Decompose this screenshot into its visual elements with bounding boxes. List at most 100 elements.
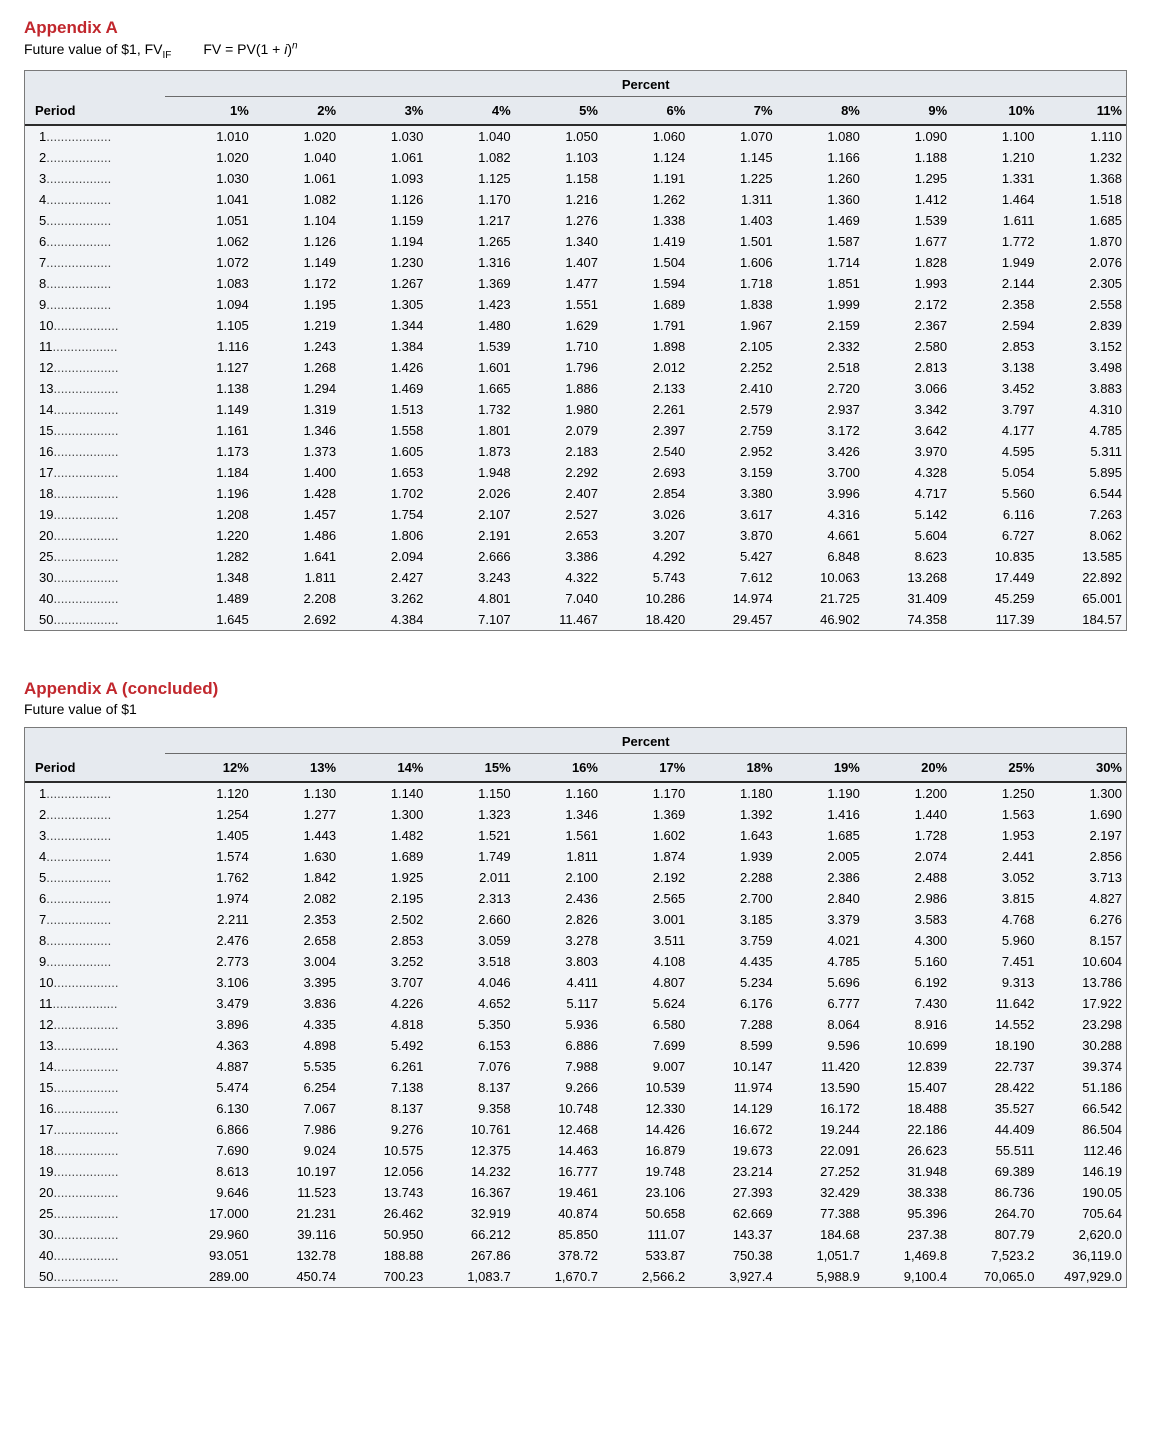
value-cell: 1.412: [864, 189, 951, 210]
value-cell: 3.066: [864, 378, 951, 399]
value-cell: 1.630: [253, 846, 340, 867]
value-cell: 1.469: [777, 210, 864, 231]
leader-dots: ..................: [53, 1143, 143, 1158]
table-row: 9 ..................2.7733.0043.2523.518…: [25, 951, 1126, 972]
table-row: 6 ..................1.9742.0822.1952.313…: [25, 888, 1126, 909]
value-cell: 2.094: [340, 546, 427, 567]
leader-dots: ..................: [53, 360, 143, 375]
value-cell: 2.074: [864, 846, 951, 867]
page-container: Appendix A Future value of $1, FVIF FV =…: [0, 0, 1151, 1328]
value-cell: 1.486: [253, 525, 340, 546]
value-cell: 1.368: [1038, 168, 1126, 189]
value-cell: 1.041: [165, 189, 252, 210]
pct-header-5: 5%: [515, 97, 602, 126]
period-cell: 25 ..................: [25, 1203, 165, 1224]
value-cell: 12.056: [340, 1161, 427, 1182]
value-cell: 1.050: [515, 125, 602, 147]
value-cell: 74.358: [864, 609, 951, 630]
value-cell: 5.604: [864, 525, 951, 546]
value-cell: 1.120: [165, 782, 252, 804]
period-number: 12: [39, 1017, 53, 1032]
value-cell: 2.386: [777, 867, 864, 888]
value-cell: 2.427: [340, 567, 427, 588]
value-cell: 3.452: [951, 378, 1038, 399]
value-cell: 1.250: [951, 782, 1038, 804]
value-cell: 1.150: [427, 782, 514, 804]
value-cell: 1.689: [602, 294, 689, 315]
value-cell: 3.583: [864, 909, 951, 930]
value-cell: 3.759: [689, 930, 776, 951]
value-cell: 7.612: [689, 567, 776, 588]
value-cell: 3.252: [340, 951, 427, 972]
value-cell: 4.108: [602, 951, 689, 972]
table-row: 10 ..................3.1063.3953.7074.04…: [25, 972, 1126, 993]
value-cell: 1.714: [777, 252, 864, 273]
period-number: 19: [39, 507, 53, 522]
value-cell: 2.856: [1038, 846, 1126, 867]
value-cell: 9.358: [427, 1098, 514, 1119]
value-cell: 2.397: [602, 420, 689, 441]
period-cell: 14 ..................: [25, 399, 165, 420]
value-cell: 19.244: [777, 1119, 864, 1140]
period-number: 7: [39, 912, 46, 927]
value-cell: 143.37: [689, 1224, 776, 1245]
value-cell: 4.435: [689, 951, 776, 972]
value-cell: 2.005: [777, 846, 864, 867]
value-cell: 4.046: [427, 972, 514, 993]
value-cell: 4.768: [951, 909, 1038, 930]
leader-dots: ..................: [53, 1164, 143, 1179]
value-cell: 13.743: [340, 1182, 427, 1203]
value-cell: 23.106: [602, 1182, 689, 1203]
value-cell: 6.254: [253, 1077, 340, 1098]
value-cell: 4.887: [165, 1056, 252, 1077]
leader-dots: ..................: [53, 1059, 143, 1074]
value-cell: 3.001: [602, 909, 689, 930]
value-cell: 3.395: [253, 972, 340, 993]
value-cell: 1.551: [515, 294, 602, 315]
value-cell: 2.100: [515, 867, 602, 888]
value-cell: 2.759: [689, 420, 776, 441]
value-cell: 12.375: [427, 1140, 514, 1161]
period-number: 6: [39, 234, 46, 249]
period-cell: 10 ..................: [25, 972, 165, 993]
table-row: 4 ..................1.0411.0821.1261.170…: [25, 189, 1126, 210]
value-cell: 1.561: [515, 825, 602, 846]
value-cell: 5.560: [951, 483, 1038, 504]
value-cell: 3.970: [864, 441, 951, 462]
pct-header-2: 2%: [253, 97, 340, 126]
formula-lhs: FV = PV(1 +: [203, 41, 284, 57]
value-cell: 5.696: [777, 972, 864, 993]
value-cell: 7.699: [602, 1035, 689, 1056]
value-cell: 1.873: [427, 441, 514, 462]
value-cell: 16.777: [515, 1161, 602, 1182]
period-number: 13: [39, 381, 53, 396]
leader-dots: ..................: [53, 402, 143, 417]
value-cell: 1.040: [427, 125, 514, 147]
value-cell: 1.967: [689, 315, 776, 336]
value-cell: 16.367: [427, 1182, 514, 1203]
value-cell: 1.217: [427, 210, 514, 231]
value-cell: 19.673: [689, 1140, 776, 1161]
value-cell: 2.305: [1038, 273, 1126, 294]
value-cell: 8.137: [427, 1077, 514, 1098]
value-cell: 117.39: [951, 609, 1038, 630]
leader-dots: ..................: [46, 213, 136, 228]
value-cell: 1.602: [602, 825, 689, 846]
value-cell: 4.322: [515, 567, 602, 588]
value-cell: 1.392: [689, 804, 776, 825]
period-cell: 18 ..................: [25, 1140, 165, 1161]
value-cell: 2.653: [515, 525, 602, 546]
value-cell: 3.207: [602, 525, 689, 546]
period-cell: 20 ..................: [25, 1182, 165, 1203]
period-cell: 3 ..................: [25, 168, 165, 189]
value-cell: 9,100.4: [864, 1266, 951, 1287]
value-cell: 5.350: [427, 1014, 514, 1035]
value-cell: 1.457: [253, 504, 340, 525]
value-cell: 3.642: [864, 420, 951, 441]
value-cell: 7.986: [253, 1119, 340, 1140]
value-cell: 5.311: [1038, 441, 1126, 462]
leader-dots: ..................: [53, 1101, 143, 1116]
value-cell: 1.200: [864, 782, 951, 804]
value-cell: 2.720: [777, 378, 864, 399]
period-cell: 15 ..................: [25, 1077, 165, 1098]
